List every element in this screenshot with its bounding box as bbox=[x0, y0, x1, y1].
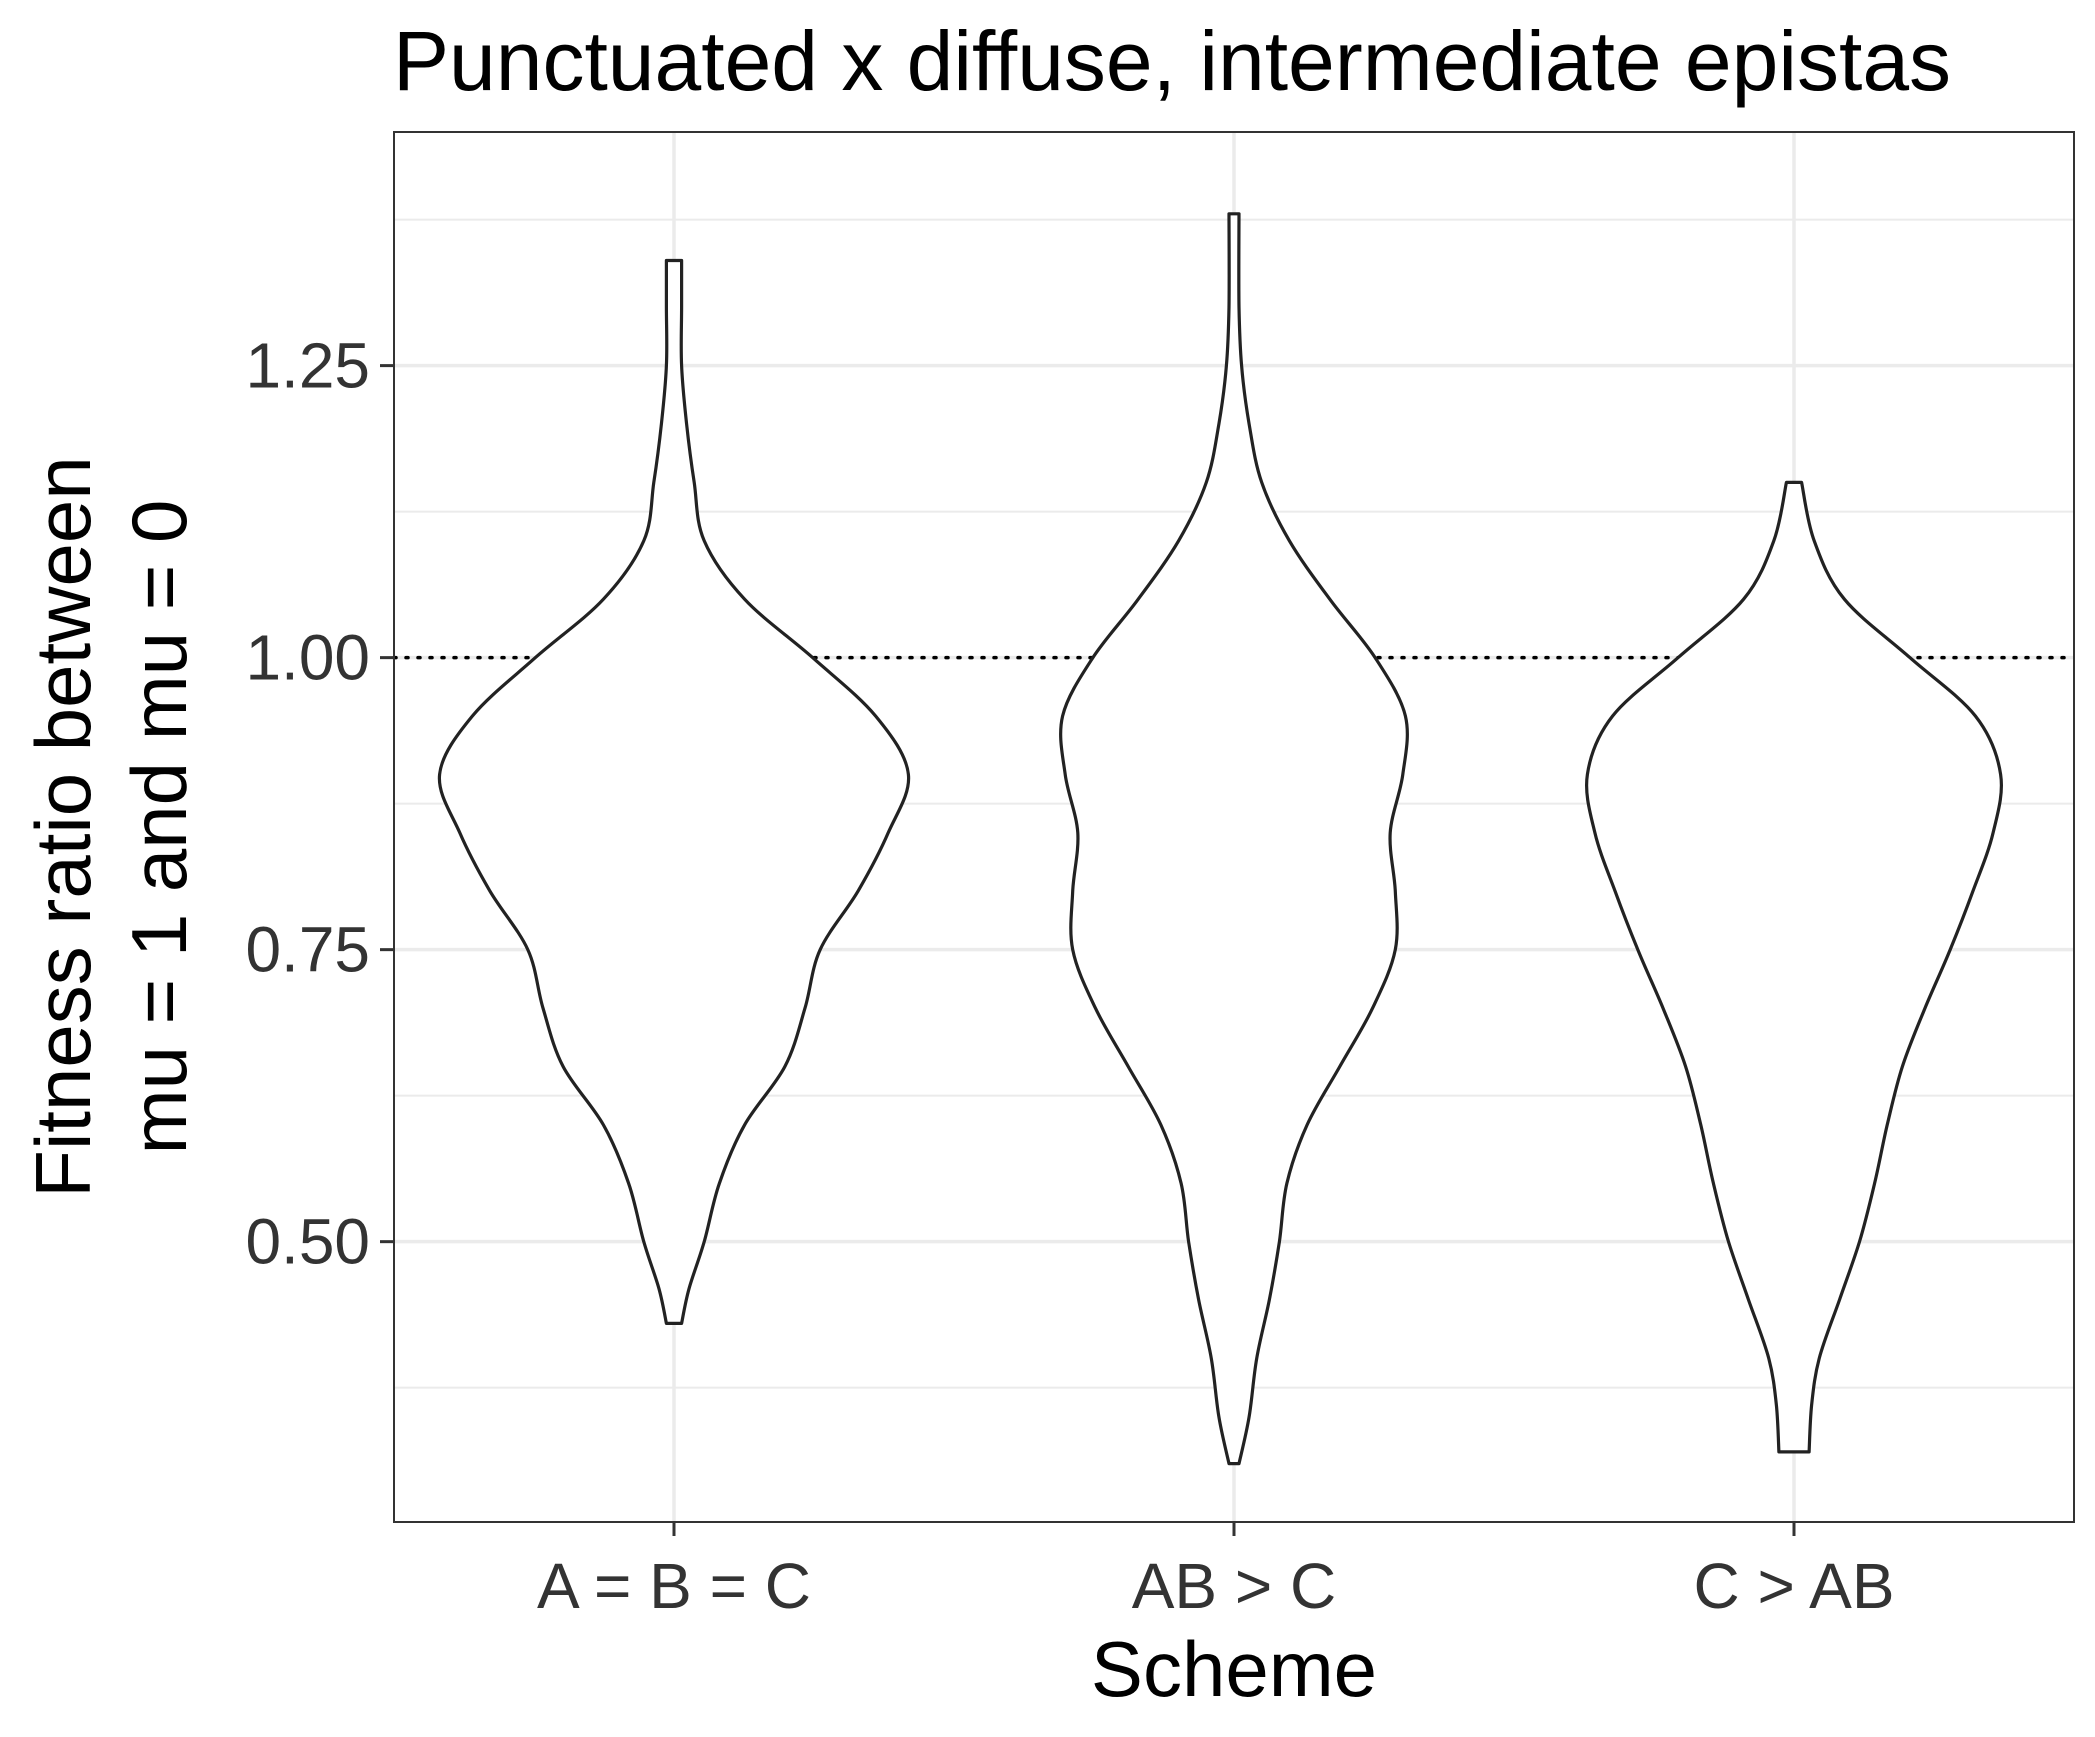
y-tick-label: 1.00 bbox=[245, 622, 370, 694]
y-axis-title: Fitness ratio between mu = 1 and mu = 0 bbox=[19, 456, 203, 1197]
y-tick-label: 0.50 bbox=[245, 1206, 370, 1278]
x-tick-label: AB > C bbox=[1132, 1550, 1337, 1622]
violin-3 bbox=[1585, 480, 2003, 1454]
y-axis-title-line-2: mu = 1 and mu = 0 bbox=[115, 500, 203, 1155]
y-tick-label: 1.25 bbox=[245, 330, 370, 402]
violin-2 bbox=[1059, 212, 1409, 1466]
chart-title: Punctuated x diffuse, intermediate epist… bbox=[393, 14, 1951, 108]
violins bbox=[437, 212, 2003, 1466]
x-axis-title: Scheme bbox=[1091, 1625, 1377, 1713]
y-tick-label: 0.75 bbox=[245, 914, 370, 986]
x-tick-label: C > AB bbox=[1694, 1550, 1895, 1622]
violin-1 bbox=[437, 258, 911, 1325]
axes: 0.50 0.75 1.00 1.25 A = B = C AB > C C > AB bbox=[245, 330, 1894, 1622]
y-axis-title-line-1: Fitness ratio between bbox=[19, 456, 107, 1197]
x-tick-label: A = B = C bbox=[537, 1550, 811, 1622]
